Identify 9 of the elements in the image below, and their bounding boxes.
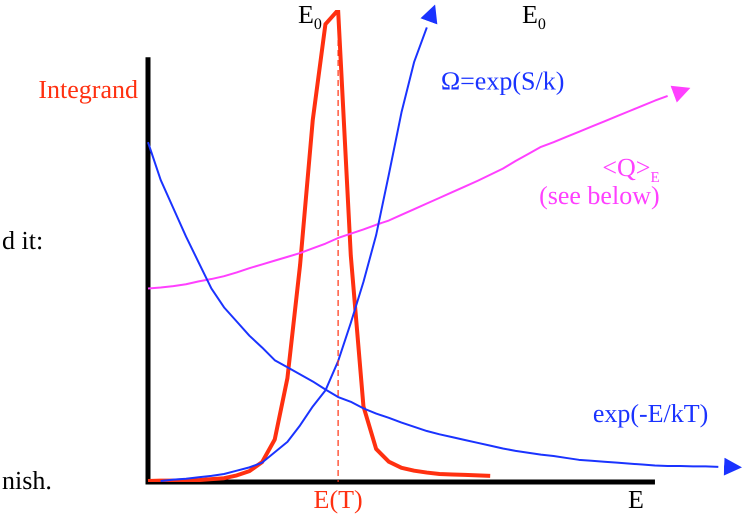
text: Integrand (38, 75, 138, 104)
series-label: Ω=exp(S/k) (440, 66, 564, 96)
annotation: E$_{0}$ (298, 0, 322, 34)
series-label: exp(-E/kT) (592, 398, 708, 428)
text: E(T) (314, 484, 363, 514)
annotation: E$_{0}$ (522, 0, 546, 34)
text: d it: (2, 226, 44, 255)
text: nish. (2, 466, 52, 495)
x-axis-title: E (628, 484, 644, 514)
